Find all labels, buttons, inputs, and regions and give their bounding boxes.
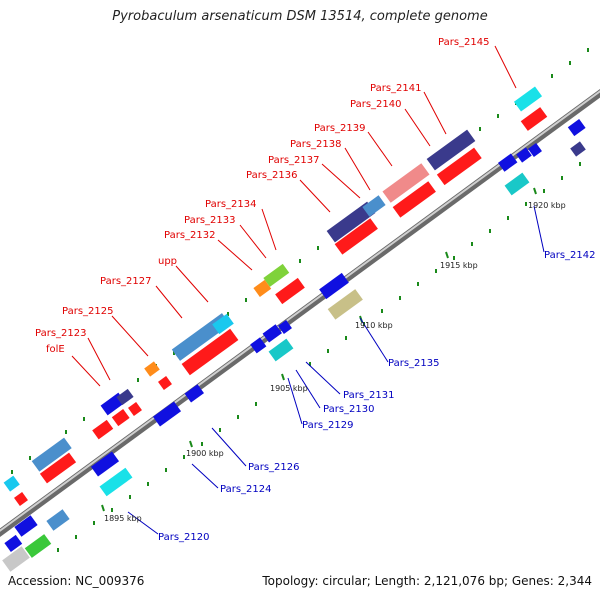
kbp-label-1910: 1910 kbp xyxy=(355,321,393,330)
label-pars-2145: Pars_2145 xyxy=(438,37,489,48)
leader-lines-bottom xyxy=(127,205,545,535)
label-pars-2132: Pars_2132 xyxy=(164,230,215,241)
label-pars-2129: Pars_2129 xyxy=(302,420,353,431)
gene-pars-2136 xyxy=(326,201,376,243)
gene-pars-2138 xyxy=(392,181,436,218)
label-pars-2126: Pars_2126 xyxy=(248,462,299,473)
label-pars-2141: Pars_2141 xyxy=(370,83,421,94)
gene-pars-2122c xyxy=(128,402,142,416)
gene-labels-top: Pars_2145 Pars_2141 Pars_2140 Pars_2139 … xyxy=(35,37,489,355)
gene-pars-2131 xyxy=(262,324,282,343)
label-pars-2130: Pars_2130 xyxy=(323,404,374,415)
gene-fole xyxy=(116,388,134,406)
label-pars-2133: Pars_2133 xyxy=(184,215,235,226)
gene-pars-2145 xyxy=(513,86,543,112)
gene-pars-2118 xyxy=(3,475,20,492)
gene-pars-2139 xyxy=(382,163,430,203)
forward-genes xyxy=(3,86,548,506)
label-pars-2123: Pars_2123 xyxy=(35,328,86,339)
gene-pars-2130 xyxy=(250,337,267,354)
gene-pars-2124b xyxy=(99,467,133,497)
gene-labels-bottom: Pars_2142 Pars_2135 Pars_2131 Pars_2130 … xyxy=(158,250,595,543)
label-pars-2131: Pars_2131 xyxy=(343,390,394,401)
label-pars-2120: Pars_2120 xyxy=(158,532,209,543)
accession-text: Accession: NC_009376 xyxy=(8,574,145,588)
gene-pars-2135 xyxy=(319,272,349,300)
gene-pars-2119b xyxy=(39,452,77,484)
label-pars-2125: Pars_2125 xyxy=(62,306,113,317)
gene-pars-2122b xyxy=(111,409,130,427)
gene-pars-2115 xyxy=(2,546,30,572)
label-pars-2134: Pars_2134 xyxy=(205,199,256,210)
gene-pars-2142d xyxy=(504,172,530,196)
kbp-label-1900: 1900 kbp xyxy=(186,449,224,458)
gene-pars-2127b xyxy=(181,328,239,376)
kbp-label-1905: 1905 kbp xyxy=(270,384,308,393)
label-pars-2136: Pars_2136 xyxy=(246,170,297,181)
gene-pars-2125b xyxy=(158,376,172,390)
tick-track-bottom xyxy=(57,162,581,552)
topology-text: Topology: circular; Length: 2,121,076 bp… xyxy=(262,574,592,588)
label-pars-2140: Pars_2140 xyxy=(350,99,401,110)
gene-pars-2137 xyxy=(362,195,386,217)
label-pars-2138: Pars_2138 xyxy=(290,139,341,150)
label-pars-2139: Pars_2139 xyxy=(314,123,365,134)
label-pars-2124: Pars_2124 xyxy=(220,484,271,495)
gene-pars-2143 xyxy=(567,119,586,137)
gene-pars-2142c xyxy=(528,143,542,157)
gene-pars-2128 xyxy=(212,313,234,335)
kbp-label-1920: 1920 kbp xyxy=(528,201,566,210)
gene-pars-2131b xyxy=(278,320,292,334)
gene-pars-2141 xyxy=(426,129,476,171)
kbp-labels: 1895 kbp 1900 kbp 1905 kbp 1910 kbp 1915… xyxy=(104,201,566,523)
map-title: Pyrobaculum arsenaticum DSM 13514, compl… xyxy=(112,9,488,24)
kbp-label-1895: 1895 kbp xyxy=(104,514,142,523)
gene-pars-2133 xyxy=(334,218,378,255)
tick-track-top xyxy=(11,48,589,474)
gene-pars-2124 xyxy=(90,451,120,477)
reverse-genes xyxy=(2,119,586,572)
gene-pars-2135b xyxy=(327,289,363,320)
gene-pars-2118b xyxy=(14,492,28,506)
label-pars-2142: Pars_2142 xyxy=(544,250,595,261)
kbp-label-1915: 1915 kbp xyxy=(440,261,478,270)
leader-lines-top xyxy=(71,45,517,387)
gene-pars-2144 xyxy=(570,141,586,157)
label-pars-2137: Pars_2137 xyxy=(268,155,319,166)
gene-pars-2122 xyxy=(92,419,114,440)
gene-pars-2126 xyxy=(184,384,204,403)
gene-pars-2132 xyxy=(253,279,272,297)
label-pars-2127: Pars_2127 xyxy=(100,276,151,287)
gene-pars-2129 xyxy=(268,338,294,362)
gene-upp xyxy=(275,277,305,305)
label-fole: folE xyxy=(46,344,65,355)
gene-pars-2140 xyxy=(436,147,482,186)
label-pars-2135: Pars_2135 xyxy=(388,358,439,369)
gene-pars-2117 xyxy=(24,534,52,558)
gene-pars-2119 xyxy=(31,437,72,472)
gene-pars-2126b xyxy=(152,401,182,427)
gene-pars-2125 xyxy=(144,361,160,377)
gene-pars-2134 xyxy=(263,263,290,287)
label-upp: upp xyxy=(158,256,177,267)
gene-pars-2120b xyxy=(14,515,38,537)
gene-pars-2116 xyxy=(4,534,23,552)
gene-pars-2120 xyxy=(46,509,70,531)
gene-pars-2142b xyxy=(516,147,532,163)
gene-pars-2142 xyxy=(498,153,518,172)
gene-pars-2146 xyxy=(520,107,548,131)
